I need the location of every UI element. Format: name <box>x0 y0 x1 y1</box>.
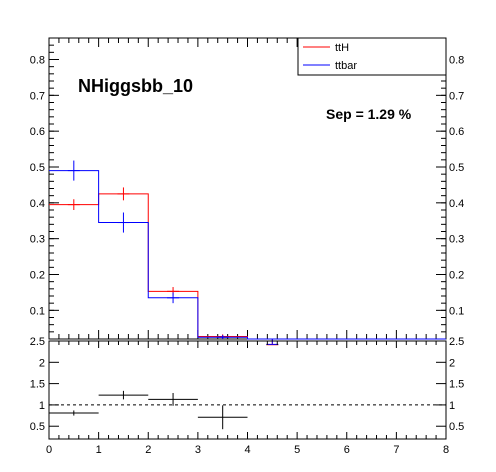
main-y-tick-label: 0.6 <box>30 126 45 138</box>
legend-label-ttbar: ttbar <box>335 60 357 72</box>
main-plot: 0.1 0.1 0.2 0.2 0.3 0.3 0.4 0.4 0.5 0.5 0.6 0.6 0.7 0… <box>30 37 464 346</box>
ratio-y-tick-label-right: 2 <box>449 357 455 369</box>
ratio-y-tick-label-right: 0.5 <box>449 421 464 433</box>
main-y-tick-label: 0.5 <box>30 162 45 174</box>
hist-ttbar <box>49 170 446 340</box>
legend-label-tth: ttH <box>335 42 349 54</box>
main-y-tick-label-right: 0.8 <box>449 55 464 67</box>
ratio-y-tick-label: 1.5 <box>30 379 45 391</box>
main-y-tick-label: 0.7 <box>30 90 45 102</box>
legend-box <box>297 37 447 76</box>
ratio-x-tick-label: 1 <box>96 444 102 456</box>
main-y-tick-label-right: 0.5 <box>449 162 464 174</box>
ratio-x-tick-label: 6 <box>344 444 350 456</box>
ratio-plot: 0 1 2 3 4 5 6 7 80.5 0.51 11.5 1.52 22.5 2.5 <box>30 336 465 456</box>
ratio-top-label-right: 2.5 <box>449 336 464 348</box>
ratio-x-tick-label: 0 <box>46 444 52 456</box>
main-y-tick-label-right: 0.3 <box>449 234 464 246</box>
main-y-tick-label-right: 0.1 <box>449 305 464 317</box>
ratio-y-tick-label-right: 1 <box>449 400 455 412</box>
ratio-x-tick-label: 4 <box>244 444 250 456</box>
main-y-tick-label: 0.4 <box>30 198 45 210</box>
ratio-x-tick-label: 2 <box>145 444 151 456</box>
main-y-tick-label-right: 0.4 <box>449 198 464 210</box>
main-y-tick-label: 0.8 <box>30 55 45 67</box>
ratio-x-tick-label: 3 <box>195 444 201 456</box>
hist-tth <box>49 193 446 340</box>
ratio-y-tick-label-right: 1.5 <box>449 379 464 391</box>
ratio-y-tick-label: 0.5 <box>30 421 45 433</box>
legend: ttH ttbar <box>297 37 447 76</box>
ratio-x-tick-label: 5 <box>294 444 300 456</box>
main-y-tick-label: 0.1 <box>30 305 45 317</box>
ratio-top-label: 2.5 <box>30 336 45 348</box>
main-y-tick-label: 0.2 <box>30 270 45 282</box>
ratio-frame <box>48 340 447 440</box>
separation-label: Sep = 1.29 % <box>326 106 412 122</box>
ratio-x-tick-label: 8 <box>443 444 449 456</box>
histogram-title: NHiggsbb_10 <box>78 76 193 96</box>
ratio-y-tick-label: 1 <box>39 400 45 412</box>
ratio-x-tick-label: 7 <box>393 444 399 456</box>
main-y-tick-label-right: 0.2 <box>449 270 464 282</box>
main-y-tick-label: 0.3 <box>30 234 45 246</box>
main-y-tick-label-right: 0.7 <box>449 90 464 102</box>
ratio-y-tick-label: 2 <box>39 357 45 369</box>
main-y-tick-label-right: 0.6 <box>449 126 464 138</box>
